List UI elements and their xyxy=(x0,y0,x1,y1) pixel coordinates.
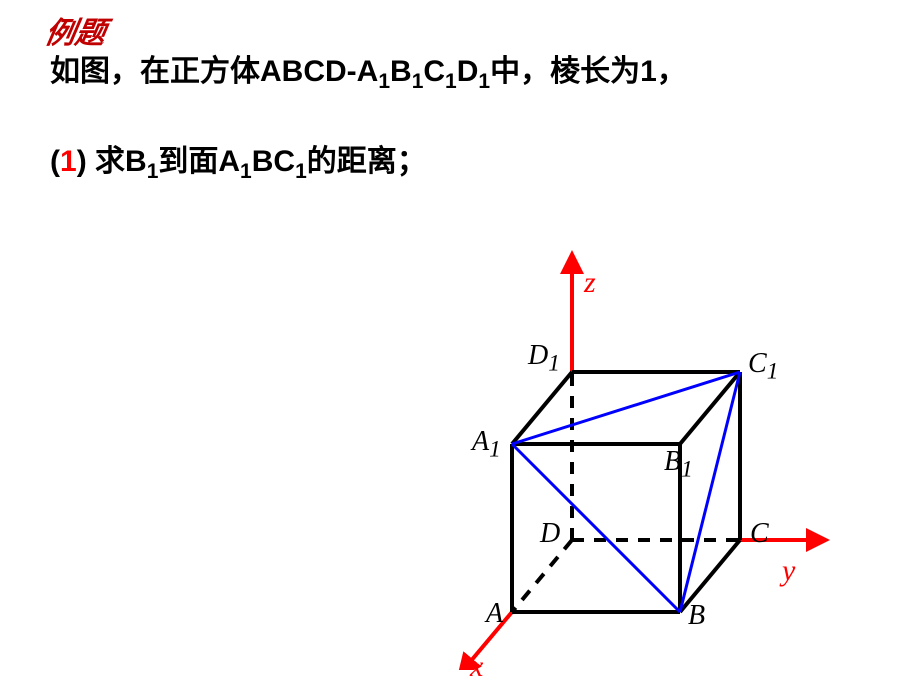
page: 例题 如图，在正方体ABCD-A1B1C1D1中，棱长为1， (1) 求B1到面… xyxy=(0,0,920,690)
vertex-label-B1: B1 xyxy=(664,446,693,484)
vertex-label-B: B xyxy=(688,600,705,632)
vertex-label-D: D xyxy=(540,518,560,550)
vertex-label-C1: C1 xyxy=(748,348,778,386)
vertex-label-A: A xyxy=(486,598,503,630)
vertex-label-C: C xyxy=(750,518,769,550)
vertex-label-A1: A1 xyxy=(472,426,501,464)
axis-label-x: x xyxy=(470,650,483,684)
axis-label-z: z xyxy=(584,266,596,300)
problem-line-1: 如图，在正方体ABCD-A1B1C1D1中，棱长为1， xyxy=(50,46,687,94)
axis-label-y: y xyxy=(782,554,795,588)
problem-line-2: (1) 求B1到面A1BC1的距离； xyxy=(50,136,427,184)
vertex-label-D1: D1 xyxy=(528,340,560,378)
cube-diagram: zyxD1C1A1B1DCAB xyxy=(340,220,840,670)
